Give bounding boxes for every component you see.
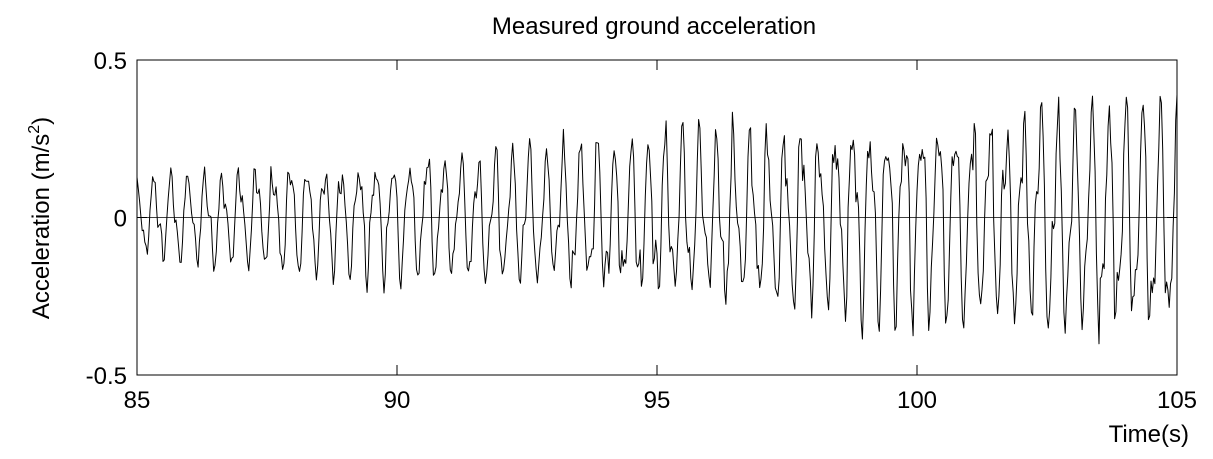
y-axis: -0.5 0 0.5 [86, 48, 1177, 390]
x-tick-label: 90 [384, 387, 411, 414]
x-axis-label: Time(s) [1109, 421, 1189, 448]
x-tick-label: 105 [1157, 387, 1197, 414]
y-tick-label: 0 [114, 206, 127, 233]
chart-title: Measured ground acceleration [492, 13, 816, 40]
x-axis: 85 90 95 100 105 [124, 60, 1197, 414]
y-axis-label-close: ) [28, 117, 55, 125]
x-tick-label: 85 [124, 387, 151, 414]
x-tick-label: 95 [644, 387, 671, 414]
y-axis-label-superscript: 2 [26, 125, 43, 134]
series-line-acceleration [136, 94, 1178, 345]
x-tick-label: 100 [897, 387, 937, 414]
plot-area [136, 59, 1178, 376]
y-axis-label-main: Acceleration (m/s [28, 134, 55, 319]
y-tick-label: 0.5 [94, 48, 127, 75]
y-axis-label: Acceleration (m/s2) [26, 117, 55, 319]
y-tick-label: -0.5 [86, 363, 127, 390]
